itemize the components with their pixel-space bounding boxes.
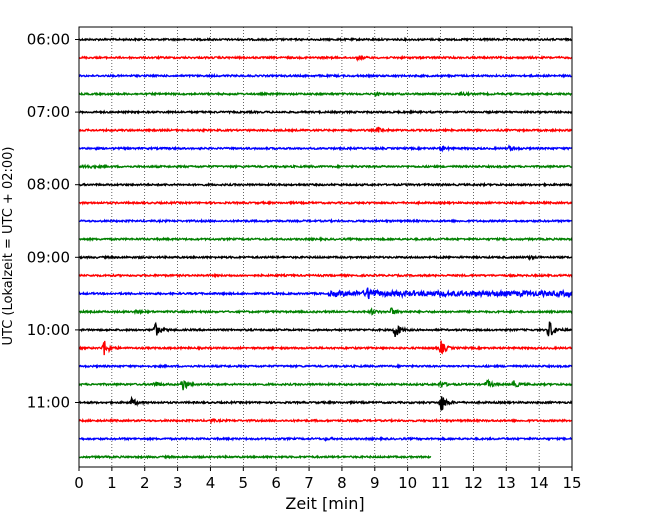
trace-row: [78, 435, 573, 442]
x-tick-label: 10: [398, 474, 417, 492]
trace-rows: [78, 36, 573, 460]
x-tick-label: 15: [562, 474, 581, 492]
x-tick-label: 13: [497, 474, 516, 492]
x-tick-label: 6: [271, 474, 281, 492]
trace-row: [78, 417, 573, 425]
trace-row: [78, 109, 573, 115]
x-tick-label: 8: [337, 474, 347, 492]
x-tick-label: 14: [530, 474, 549, 492]
y-tick-label: 08:00: [27, 176, 70, 194]
trace-row: [78, 90, 573, 98]
trace-row: [78, 395, 573, 411]
trace-row: [78, 126, 573, 134]
trace-row: [78, 454, 432, 460]
x-tick-label: 2: [140, 474, 150, 492]
x-tick-label: 3: [173, 474, 183, 492]
x-tick-label: 11: [431, 474, 450, 492]
x-tick-label: 1: [107, 474, 117, 492]
trace-row: [78, 36, 573, 43]
trace-row: [78, 163, 573, 170]
trace-row: [78, 54, 573, 63]
trace-row: [78, 340, 573, 356]
trace-row: [78, 272, 573, 279]
y-tick-label: 09:00: [27, 248, 70, 266]
trace-row: [78, 236, 573, 243]
y-tick-label: 06:00: [27, 31, 70, 49]
vertical-grid: [111, 27, 540, 467]
trace-row: [78, 363, 573, 370]
trace-row: [78, 254, 573, 261]
trace-row: [78, 181, 573, 188]
y-tick-label: 10:00: [27, 321, 70, 339]
y-tick-label: 07:00: [27, 103, 70, 121]
x-axis-ticks: 0 1 2 3 4 5 6 7 8 9 10 11 12 13 14 15: [74, 467, 582, 492]
trace-row: [78, 199, 573, 206]
x-tick-label: 5: [239, 474, 249, 492]
y-tick-label: 11:00: [27, 394, 70, 412]
trace-row: [78, 378, 573, 391]
y-axis-ticks: 06:00 07:00 08:00 09:00 10:00 11:00: [27, 31, 79, 412]
y-axis-label: UTC (Lokalzeit = UTC + 02:00): [1, 147, 16, 346]
x-tick-label: 7: [304, 474, 314, 492]
trace-row: [78, 72, 573, 79]
plot-frame: [78, 26, 573, 468]
x-axis-label: Zeit [min]: [285, 494, 364, 513]
trace-row: [78, 144, 573, 153]
x-tick-label: 0: [74, 474, 84, 492]
x-tick-label: 4: [206, 474, 216, 492]
trace-row: [78, 218, 573, 224]
trace-row: [78, 321, 573, 337]
trace-row: [78, 307, 573, 316]
trace-row: [78, 287, 573, 300]
x-tick-label: 9: [370, 474, 380, 492]
x-tick-label: 12: [464, 474, 483, 492]
